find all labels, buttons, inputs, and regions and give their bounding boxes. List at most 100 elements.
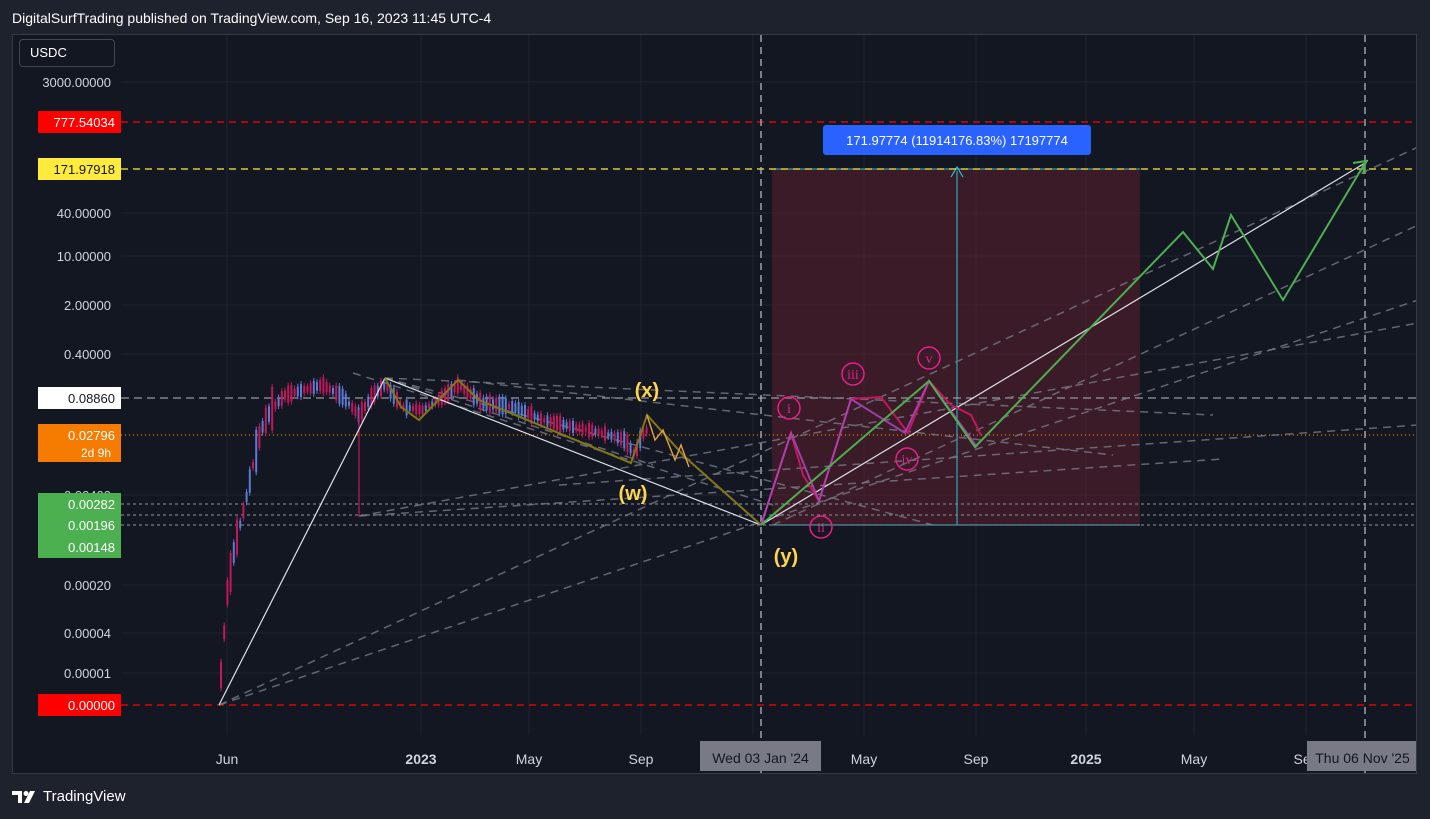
candle (629, 443, 632, 454)
trend-line-0 (218, 299, 1416, 706)
candle (405, 399, 408, 416)
wave-label-(w): (w) (619, 483, 648, 505)
price-label-red: 777.54034 (54, 115, 115, 130)
candle (290, 385, 293, 402)
price-label-box-yellow (38, 158, 121, 180)
candle (511, 401, 514, 413)
candle (431, 401, 434, 407)
price-label-box-red (38, 111, 121, 133)
candle (453, 383, 456, 393)
candle (316, 382, 318, 391)
candle (466, 385, 469, 398)
wave-label-iii: iii (847, 368, 859, 383)
candle (424, 405, 427, 412)
wave-label-circle-iii (841, 362, 865, 386)
candle (389, 384, 392, 399)
candle (319, 380, 322, 392)
white-trend-line-0 (218, 377, 386, 706)
candle (610, 431, 613, 440)
trend-line-2 (358, 322, 1416, 517)
x-axis-tick-label: Jun (216, 751, 239, 767)
wave-label-i: i (787, 402, 791, 417)
candle (501, 396, 504, 415)
candle (296, 386, 299, 397)
candle (268, 406, 270, 422)
candle (335, 385, 338, 401)
candle (581, 423, 584, 435)
wave-label-circle-v (917, 346, 941, 370)
candle (556, 416, 558, 431)
candle (220, 661, 222, 689)
candle (252, 461, 254, 469)
crosshair-time-label: Thu 06 Nov '25 (1315, 750, 1410, 766)
candle (332, 388, 334, 394)
measure-arrow-head (950, 165, 964, 178)
y-axis-tick-label: 40.00000 (57, 206, 111, 221)
x-axis-tick-label: 2025 (1070, 751, 1101, 767)
candle (546, 415, 549, 427)
candle (245, 491, 248, 503)
candle (229, 552, 232, 593)
measure-label-box (823, 125, 1091, 155)
candle (309, 383, 312, 393)
candle (255, 429, 258, 473)
candle (600, 430, 603, 435)
candle (565, 422, 568, 429)
candle (588, 423, 590, 438)
symbol-label[interactable]: USDC (19, 39, 115, 67)
x-axis-tick-label: Sep (964, 751, 989, 767)
wave-label-circle-i (777, 396, 801, 420)
candle (364, 401, 366, 411)
candle (607, 432, 610, 437)
candle (540, 413, 542, 425)
candle (469, 389, 472, 399)
candle (360, 402, 363, 420)
candle (370, 388, 373, 407)
candle (604, 426, 606, 441)
chart-pane[interactable]: (x) (w) (y) i ii iii iv v 171.97774 (11914176.83… (12, 34, 1417, 774)
candle (639, 430, 642, 449)
price-label-white: 0.08860 (68, 391, 115, 406)
candle (354, 406, 357, 416)
price-label-box-green (38, 493, 121, 515)
crosshair-time-box (1307, 741, 1416, 771)
candle (559, 415, 562, 433)
trend-line-3 (358, 458, 1224, 517)
candle (280, 391, 283, 406)
y-axis-tick-label: 3000.00000 (42, 75, 111, 90)
candle (383, 381, 386, 390)
candle (271, 387, 274, 431)
candle (412, 406, 414, 411)
candle (232, 542, 235, 563)
y-axis-tick-label: 0.00001 (64, 666, 111, 681)
candle (367, 396, 370, 407)
wave-label-circle-iv (895, 447, 919, 471)
candle (495, 397, 498, 412)
candle (552, 415, 555, 430)
candle (312, 380, 315, 394)
candle (504, 398, 507, 414)
candle (261, 421, 264, 433)
trend-line-7 (352, 372, 774, 506)
candle (645, 427, 648, 434)
candle (642, 429, 645, 439)
candle (223, 625, 226, 640)
candle (348, 401, 350, 406)
footer-brand[interactable]: TradingView (12, 788, 126, 805)
x-axis-tick-label: May (851, 751, 877, 767)
x-axis-tick-label: Sep (629, 751, 654, 767)
price-label-red: 0.00000 (68, 698, 115, 713)
candle (300, 383, 302, 398)
trend-line-10 (384, 377, 654, 466)
price-label-green: 0.00282 (68, 497, 115, 512)
y-axis-tick-label: 0.00004 (64, 626, 111, 641)
price-label-box-red (38, 694, 121, 716)
candle (450, 383, 453, 397)
candle (463, 385, 466, 394)
candle (338, 386, 341, 404)
candle (408, 405, 411, 412)
candle (293, 388, 296, 396)
candle (380, 380, 382, 396)
candle (402, 404, 405, 410)
